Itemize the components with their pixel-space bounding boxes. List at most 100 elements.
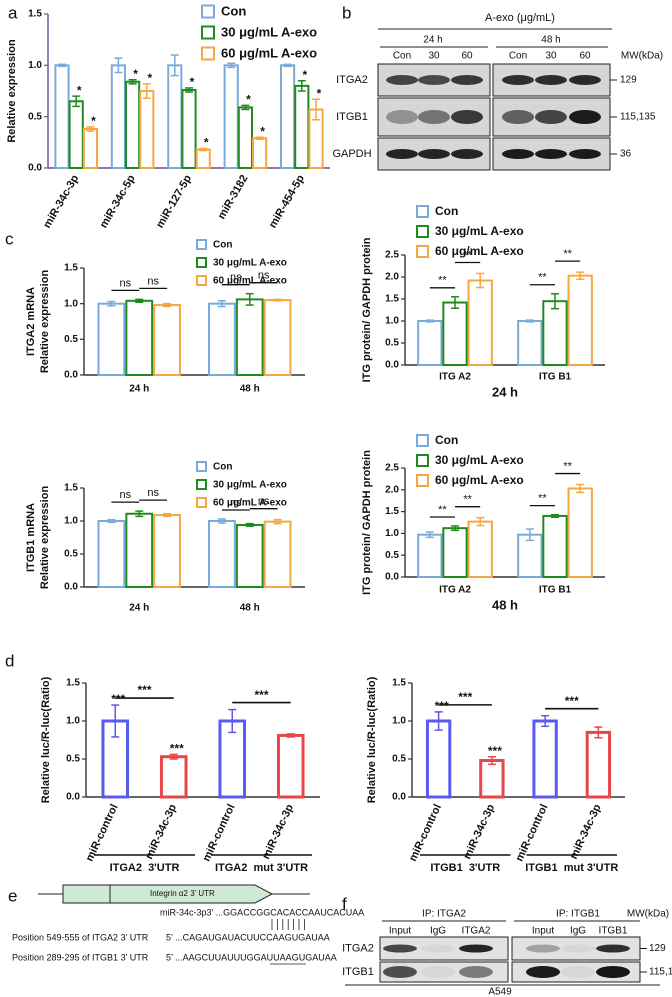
y-tick-label: 2.5 [385, 250, 399, 261]
western-blot-b: A-exo (μg/mL) 24 h 48 h MW(kDa) Con 30 60 C… [332, 12, 663, 171]
blot-frame [379, 936, 509, 961]
significance-label: * [260, 124, 265, 138]
x-tick-label: ITG B1 [539, 372, 572, 383]
bar [263, 520, 292, 588]
significance-label: *** [254, 688, 268, 702]
pairing-lines [271, 919, 305, 930]
y-tick-label: 1.5 [64, 263, 78, 274]
y-tick-label: 0.0 [385, 360, 399, 371]
y-axis-label: ITGB1 mRNA [25, 503, 37, 572]
bar [139, 90, 155, 169]
row-label: ITGB1 [336, 111, 368, 123]
band [386, 110, 418, 124]
x-tick-label: miR-34c-3p [568, 802, 604, 861]
legend-label: 30 μg/mL A-exo [435, 453, 524, 467]
bar [479, 759, 505, 799]
ip-blot-f: IP: ITGA2 IP: ITGB1 MW(kDa) A549 Input Ig… [342, 909, 672, 997]
bar [235, 523, 264, 589]
x-tick-label: 48 h [240, 603, 260, 614]
significance-label: ** [563, 248, 572, 260]
x-tick-label: ITG A2 [439, 372, 471, 383]
legend-label: 60 μg/mL A-exo [435, 473, 524, 487]
utr-label: Integrin α2 3’ UTR [150, 889, 215, 898]
significance-label: *** [137, 683, 151, 697]
bar [153, 514, 181, 588]
bar [97, 520, 126, 588]
band [386, 149, 418, 159]
significance-label: ** [563, 460, 572, 472]
bar [208, 302, 236, 376]
legend-label: Con [213, 462, 232, 473]
bar [153, 304, 181, 376]
y-axis-label: Relative luc/R-luc(Ratio) [40, 676, 52, 803]
x-tick-label: miR-34c-3p [461, 802, 497, 861]
bar [417, 320, 443, 366]
legend-label: 60 μg/mL A-exo [435, 244, 524, 258]
significance-label: ns [120, 489, 132, 501]
lane-label: ITGB1 [599, 926, 628, 937]
bar-chart: 0.0 0.5 1.0 1.5 2.0 2.5 ITG protein/ GAPDH pro… [361, 433, 605, 612]
bar-chart: 0.0 0.5 1.0 1.5 Relative luc/R-luc(Ratio) ***… [40, 676, 320, 874]
y-tick-label: 0.5 [385, 338, 399, 349]
legend-label: 60 μg/mL A-exo [221, 45, 317, 60]
y-tick-label: 0.5 [64, 549, 78, 560]
y-tick-label: 2.0 [385, 484, 399, 495]
y-tick-label: 1.5 [385, 294, 399, 305]
legend-swatch [196, 257, 207, 268]
significance-label: * [91, 114, 96, 128]
bar-chart: 0.0 0.5 1.0 1.5 Relative luc/R-luc(Ratio) ***… [366, 676, 625, 874]
lane-label: IgG [430, 926, 446, 937]
y-tick-label: 0.5 [392, 754, 406, 765]
x-tick-label: miR-3182 [216, 173, 251, 221]
legend-label: 30 μg/mL A-exo [435, 224, 524, 238]
row-label: ITGA2 [336, 74, 368, 86]
bar [181, 88, 197, 169]
y-tick-label: 1.0 [66, 716, 80, 727]
x-tick-label: 24 h [129, 603, 149, 614]
band [569, 75, 601, 85]
bar [542, 300, 568, 367]
x-tick-label: miR-454-5p [267, 173, 307, 231]
significance-label: * [77, 83, 82, 97]
group-label: ITGB1 3'UTR [430, 862, 500, 874]
bar [54, 64, 70, 169]
target-seq: 5’ ...AAGCUUAUUUGGAUUAAGUGAUAA [166, 952, 337, 962]
cell-line: A549 [488, 987, 512, 997]
legend-swatch [196, 497, 207, 508]
mw-label: 115,135 [620, 112, 656, 123]
x-tick-label: miR-34c-3p [143, 802, 179, 861]
x-tick-label: 48 h [240, 384, 260, 395]
legend-label: 30 μg/mL A-exo [221, 24, 317, 39]
significance-label: *** [435, 699, 449, 713]
y-tick-label: 1.5 [64, 483, 78, 494]
band [418, 75, 450, 85]
x-tick-label: miR-34c-3p [41, 173, 81, 231]
legend-swatch [201, 25, 215, 40]
y-tick-label: 1.5 [66, 678, 80, 689]
bar [223, 64, 239, 169]
band [561, 944, 595, 953]
band [418, 149, 450, 159]
bar [167, 64, 183, 169]
legend-label: Con [435, 433, 458, 447]
time-label: 48 h [541, 35, 560, 46]
mw-label: 129 [649, 943, 666, 954]
target-seq: 5’ ...CAGAUGAUACUUCCAAGUGAUAA [166, 932, 330, 942]
significance-label: *** [488, 744, 502, 758]
legend-label: Con [435, 204, 458, 218]
legend-swatch [416, 205, 429, 218]
y-axis-label: Relative expression [39, 270, 51, 374]
significance-label: *** [565, 694, 579, 708]
panel-letter: c [5, 229, 14, 248]
y-tick-label: 2.0 [385, 272, 399, 283]
target-label: Position 549-555 of ITGA2 3’ UTR [12, 932, 149, 942]
mirna-seq: miR-34c-3p3’ ...GGACCGGCACACCAAUCACUAA [160, 907, 364, 917]
legend-swatch [201, 4, 215, 19]
mw-title: MW(kDa) [621, 51, 663, 62]
significance-label: ns [258, 496, 270, 508]
bar [252, 137, 268, 170]
y-tick-label: 1.0 [385, 528, 399, 539]
group-label: ITGA2 mut 3'UTR [215, 862, 308, 874]
band [535, 75, 567, 85]
band [421, 944, 455, 953]
